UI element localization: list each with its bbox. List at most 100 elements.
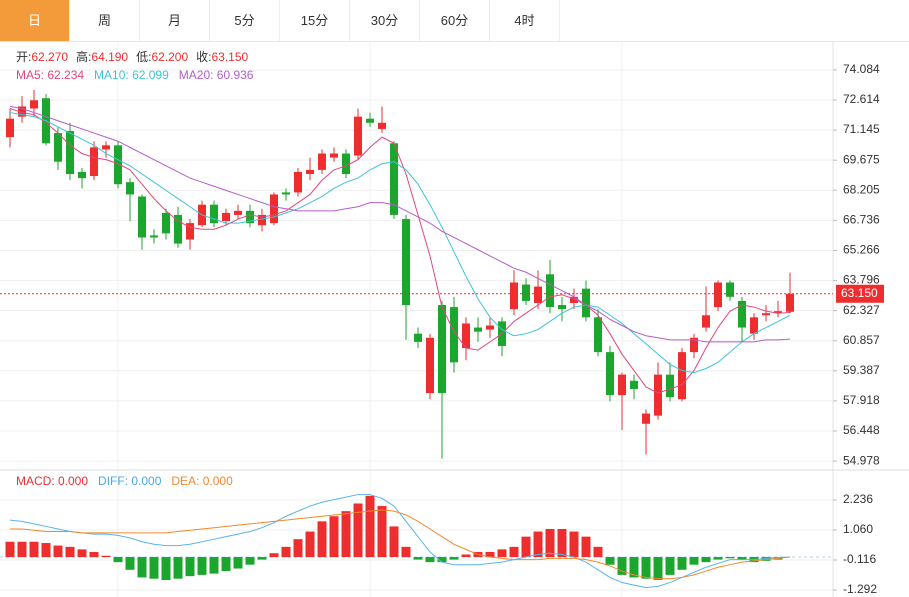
y-tick-label: 59.387 [843, 363, 880, 377]
macd-bar [713, 557, 723, 560]
info-label: 低: [136, 50, 151, 64]
info-value: 64.190 [91, 50, 128, 64]
last-price-label: 63.150 [841, 286, 878, 300]
candle-body [174, 214, 182, 244]
macd-bar [53, 545, 63, 558]
indicator-line [9, 105, 791, 343]
candle-body [462, 323, 470, 349]
candle-body [30, 100, 38, 109]
candle-body [138, 196, 146, 238]
candle-body [186, 223, 194, 240]
macd-bar [401, 546, 411, 558]
macd-bar [317, 521, 327, 558]
candle-body [270, 194, 278, 224]
macd-bar [269, 553, 279, 558]
candle-body [282, 192, 290, 195]
macd-bar [485, 551, 495, 558]
candle-body [342, 153, 350, 174]
ohlc-info: 开:62.270 高:64.190 低:62.200 收:63.150 [16, 49, 249, 64]
candle-body [678, 352, 686, 400]
macd-bar [449, 557, 459, 560]
candle-body [114, 145, 122, 185]
macd-bar [593, 546, 603, 558]
candle-body [714, 282, 722, 308]
candle-body [474, 327, 482, 332]
y-tick-label: 54.978 [843, 453, 880, 467]
macd-bar [521, 536, 531, 558]
candle-body [618, 374, 626, 396]
period-tab[interactable]: 周 [70, 0, 140, 41]
candle-body [750, 317, 758, 334]
y-tick-label: 74.084 [843, 62, 880, 76]
period-tab[interactable]: 60分 [420, 0, 490, 41]
macd-bar [761, 557, 771, 561]
macd-bar [221, 557, 231, 572]
candle-body [234, 210, 242, 215]
candle-body [354, 116, 362, 156]
indicator-line [9, 107, 791, 394]
macd-bar [113, 557, 123, 563]
macd-bar [665, 557, 675, 575]
legend-entry: MA5: 62.234 [16, 68, 84, 82]
candle-body [18, 106, 26, 117]
candle-body [642, 413, 650, 424]
period-tab[interactable]: 月 [140, 0, 210, 41]
y-tick-label: 68.205 [843, 182, 880, 196]
macd-bar [365, 495, 375, 558]
macd-bar [545, 528, 555, 558]
macd-bar [413, 557, 423, 560]
candle-body [486, 325, 494, 330]
candle-body [570, 296, 578, 303]
macd-bar [89, 551, 99, 558]
period-tab[interactable]: 5分 [210, 0, 280, 41]
macd-bar [461, 554, 471, 558]
period-tab[interactable]: 日 [0, 0, 70, 41]
macd-bar [77, 549, 87, 558]
y-tick-label: 71.145 [843, 122, 880, 136]
candle-body [534, 286, 542, 303]
period-tab[interactable]: 4时 [490, 0, 560, 41]
macd-bar [437, 557, 447, 563]
macd-bar [41, 543, 51, 558]
info-value: 62.200 [151, 50, 188, 64]
macd-bar [557, 528, 567, 558]
macd-bar [281, 546, 291, 558]
candle-body [66, 130, 74, 174]
macd-bar [185, 557, 195, 577]
candle-body [210, 204, 218, 224]
macd-legend: MACD: 0.000 DIFF: 0.000 DEA: 0.000 [16, 474, 233, 488]
candle-body [6, 118, 14, 138]
y-tick-label: 57.918 [843, 393, 880, 407]
candle-body [294, 171, 302, 193]
indicator-line [9, 494, 791, 589]
candle-body [126, 182, 134, 195]
info-label: 高: [76, 49, 91, 64]
macd-bar [629, 557, 639, 578]
macd-bar [5, 541, 15, 558]
macd-bar [65, 546, 75, 558]
macd-bar [341, 511, 351, 558]
period-tab[interactable]: 15分 [280, 0, 350, 41]
y-tick-label: 66.736 [843, 213, 880, 227]
macd-bar [725, 557, 735, 559]
candle-body [450, 307, 458, 363]
macd-bar [533, 531, 543, 558]
legend-entry: MA10: 62.099 [94, 68, 169, 82]
candle-body [258, 214, 266, 226]
indicator-line [9, 112, 791, 374]
macd-bar [101, 555, 111, 558]
macd-bar [389, 526, 399, 558]
info-label: 收: [196, 50, 211, 64]
period-tab[interactable]: 30分 [350, 0, 420, 41]
candle-body [222, 212, 230, 222]
macd-bar [617, 557, 627, 575]
macd-bar [329, 516, 339, 558]
y-tick-label: 2.236 [843, 492, 873, 506]
y-tick-label: 1.060 [843, 522, 873, 536]
candle-body [606, 352, 614, 396]
info-value: 63.150 [211, 50, 248, 64]
legend-entry: MACD: 0.000 [16, 474, 88, 488]
macd-bar [305, 531, 315, 558]
candle-body [390, 143, 398, 215]
